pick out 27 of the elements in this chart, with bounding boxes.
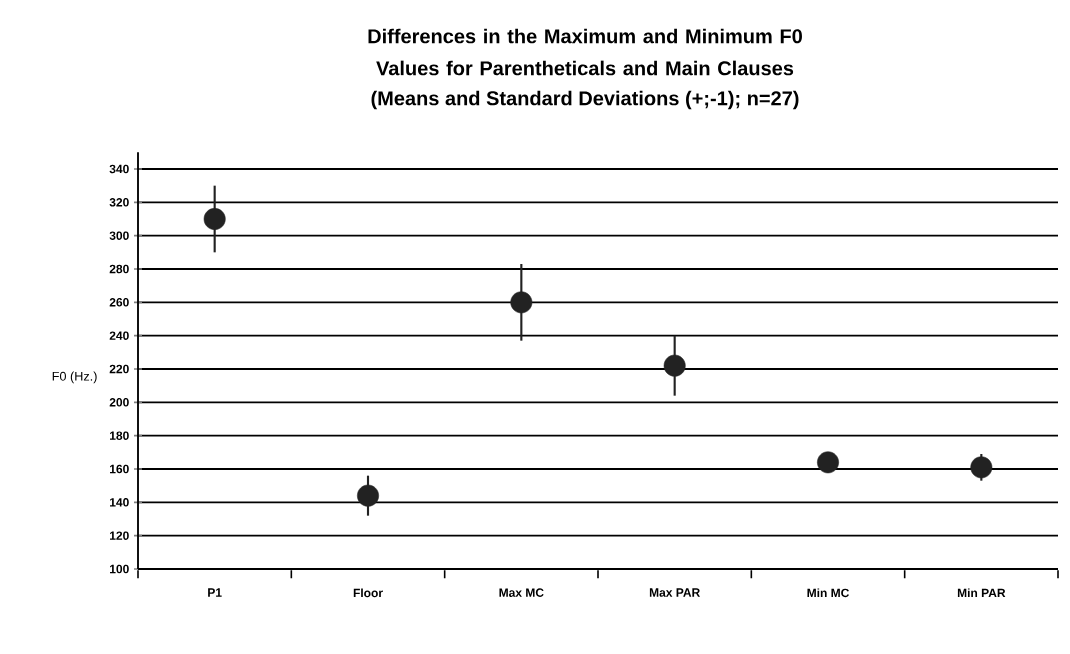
y-tick-label: 320: [109, 198, 129, 207]
y-tick-label: 240: [109, 331, 129, 340]
y-tick-label: 220: [109, 364, 129, 374]
y-axis-title: F0 (Hz.): [52, 371, 97, 384]
y-tick-label: 180: [110, 431, 129, 440]
y-tick-label: 280: [109, 264, 129, 274]
y-tick-label: 120: [110, 531, 129, 540]
x-tick-label: Max MC: [499, 588, 544, 597]
point: [203, 208, 226, 230]
chart-subtitle: (Means and Standard Deviations (+;-1); n=27): [371, 90, 799, 110]
x-tick-label: Floor: [353, 588, 383, 598]
y-tick-label: 200: [109, 398, 129, 407]
y-tick-label: 100: [110, 564, 129, 574]
point: [663, 354, 686, 377]
point: [817, 451, 839, 474]
x-tick-label: P1: [208, 588, 222, 597]
y-tick-label: 340: [109, 164, 129, 174]
point: [510, 291, 533, 314]
x-tick-label: Min PAR: [957, 588, 1006, 598]
x-tick-label: Min MC: [807, 588, 849, 598]
chart-title: Differences in the Maximum and Minimum F0 Values for Parentheticals and Main Clauses: [368, 28, 802, 76]
x-tick-label: Max PAR: [649, 588, 700, 597]
y-tick-label: 300: [109, 231, 129, 240]
y-tick-label: 260: [109, 298, 129, 307]
y-tick-label: 140: [110, 498, 129, 507]
point: [357, 484, 379, 507]
y-tick-label: 160: [110, 464, 129, 474]
